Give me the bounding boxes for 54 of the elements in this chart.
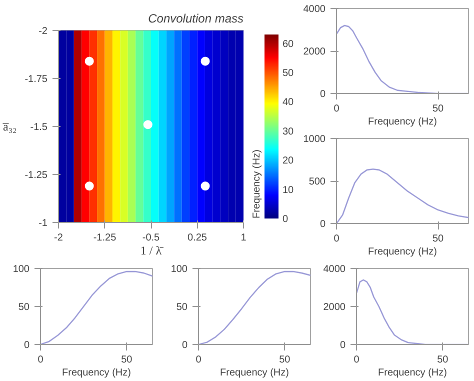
color-bar-title: Frequency (Hz) bbox=[252, 150, 262, 218]
color-bar-label: 20 bbox=[282, 156, 294, 167]
y-tick-label: -1.25 bbox=[24, 170, 48, 181]
x-tick-label: 0 bbox=[196, 354, 202, 366]
color-bar-label: 50 bbox=[282, 68, 294, 79]
y-tick-label: 500 bbox=[308, 176, 326, 188]
x-tick-label: 50 bbox=[121, 354, 133, 366]
color-bar-label: 10 bbox=[282, 184, 294, 196]
x-tick-label: 50 bbox=[279, 354, 291, 366]
y-tick-label: 2000 bbox=[323, 302, 346, 313]
y-tick-label: 100 bbox=[12, 264, 30, 275]
y-tick-label: 0 bbox=[320, 89, 326, 100]
x-tick-label: 0 bbox=[354, 354, 360, 366]
chart-title: Convolution mass bbox=[148, 12, 244, 26]
x-axis-title: Frequency (Hz) bbox=[220, 368, 289, 378]
point bbox=[200, 182, 210, 191]
y-tick-label: 50 bbox=[176, 302, 188, 313]
y-tick-label: 0 bbox=[320, 219, 326, 230]
x-tick-label: 1 bbox=[240, 232, 247, 244]
x-axis-title: Frequency (Hz) bbox=[378, 368, 447, 378]
point bbox=[84, 56, 94, 66]
y-tick-label: -1.75 bbox=[24, 74, 48, 85]
x-tick-label: 50 bbox=[437, 354, 449, 366]
y-tick-label: 0 bbox=[182, 340, 188, 351]
x-axis-title: Frequency (Hz) bbox=[368, 116, 437, 128]
x-tick-label: 0.25 bbox=[188, 232, 208, 244]
x-tick-label: -1.25 bbox=[93, 232, 117, 244]
y-tick-label: 0 bbox=[340, 340, 346, 351]
color-bar-label: 40 bbox=[282, 97, 294, 108]
y-tick-label: 0 bbox=[24, 340, 30, 351]
color-bar-label: 60 bbox=[282, 38, 294, 50]
x-tick-label: -0.5 bbox=[142, 232, 160, 244]
y-tick-label: 4000 bbox=[323, 264, 346, 275]
y-tick-label: 100 bbox=[170, 264, 188, 275]
color-bar-label: 30 bbox=[282, 126, 294, 138]
point bbox=[84, 182, 94, 191]
color-bar-label: 0 bbox=[282, 214, 288, 225]
point bbox=[200, 56, 210, 66]
line-series bbox=[40, 270, 152, 344]
y-axis-title: a̅₃₂ bbox=[2, 120, 17, 134]
x-axis-title: 1 / λ̄ bbox=[140, 244, 164, 258]
y-tick-label: 1000 bbox=[303, 134, 326, 145]
y-tick-label: 4000 bbox=[303, 4, 326, 15]
y-tick-label: 50 bbox=[18, 302, 30, 313]
y-tick-label: -1.5 bbox=[30, 122, 48, 133]
y-tick-label: -2 bbox=[38, 26, 48, 37]
x-tick-label: -2 bbox=[54, 232, 64, 244]
x-tick-label: 50 bbox=[432, 234, 444, 244]
line-series bbox=[198, 270, 310, 344]
point bbox=[143, 120, 152, 130]
y-tick-label: 2000 bbox=[303, 46, 326, 58]
x-axis-title: Frequency (Hz) bbox=[368, 246, 437, 258]
x-axis-title: Frequency (Hz) bbox=[62, 368, 131, 378]
y-tick-label: -1 bbox=[38, 218, 48, 229]
